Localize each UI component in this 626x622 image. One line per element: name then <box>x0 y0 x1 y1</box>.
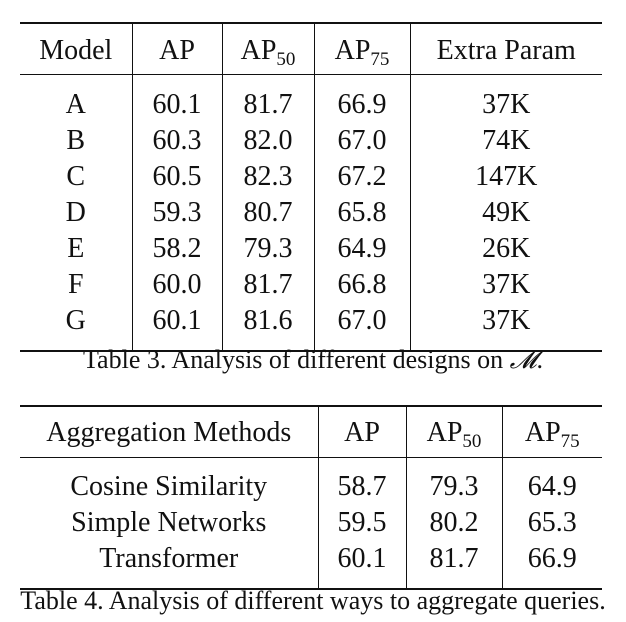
table-row: D 59.3 80.7 65.8 49K <box>20 195 602 231</box>
table-row: Simple Networks 59.5 80.2 65.3 <box>20 505 602 541</box>
header-ap75: AP75 <box>501 406 602 458</box>
table-3-header-row: Model AP AP50 AP75 Extra Param <box>20 23 602 75</box>
cell-ap50: 82.3 <box>221 159 314 195</box>
cell-extra-param: 37K <box>409 267 602 303</box>
table-4-header-row: Aggregation Methods AP AP50 AP75 <box>20 406 602 458</box>
cell-extra-param: 37K <box>409 303 602 351</box>
header-ap75: AP75 <box>313 23 410 75</box>
cell-model: G <box>65 305 86 336</box>
cell-ap50: 79.3 <box>221 231 314 267</box>
cell-ap50: 80.2 <box>405 505 502 541</box>
table-4-caption: Table 4. Analysis of different ways to a… <box>20 586 606 615</box>
table-row: A 60.1 81.7 66.9 37K <box>20 74 602 123</box>
table-row: Cosine Similarity 58.7 79.3 64.9 <box>20 457 602 505</box>
table-4: Aggregation Methods AP AP50 AP75 Cosine … <box>20 405 602 590</box>
cell-ap: 60.1 <box>131 303 222 351</box>
cell-extra-param: 26K <box>409 231 602 267</box>
table-row: Transformer 60.1 81.7 66.9 <box>20 541 602 589</box>
cell-model: C <box>66 161 86 192</box>
table-3: Model AP AP50 AP75 Extra Param A 60.1 81.7… <box>20 22 602 352</box>
cell-ap75: 66.9 <box>313 74 410 123</box>
cell-method: Simple Networks <box>71 507 267 538</box>
cell-ap: 60.0 <box>131 267 222 303</box>
cell-model: B <box>66 125 86 156</box>
header-aggregation-methods: Aggregation Methods <box>20 406 318 458</box>
table-row: G 60.1 81.6 67.0 37K <box>20 303 602 351</box>
table-row: C 60.5 82.3 67.2 147K <box>20 159 602 195</box>
cell-model: D <box>65 197 86 228</box>
cell-ap75: 65.3 <box>501 505 602 541</box>
cell-ap75: 66.9 <box>501 541 602 589</box>
table-row: B 60.3 82.0 67.0 74K <box>20 123 602 159</box>
cell-model: E <box>67 233 85 264</box>
cell-ap75: 65.8 <box>313 195 410 231</box>
cell-ap: 58.2 <box>131 231 222 267</box>
cell-model: A <box>65 89 86 120</box>
cell-ap75: 67.0 <box>313 123 410 159</box>
header-ap50: AP50 <box>405 406 502 458</box>
cell-ap: 60.1 <box>317 541 406 589</box>
header-ap: AP <box>317 406 406 458</box>
cell-ap50: 81.7 <box>405 541 502 589</box>
cell-ap50: 82.0 <box>221 123 314 159</box>
cell-method: Cosine Similarity <box>70 471 268 502</box>
table-row: E 58.2 79.3 64.9 26K <box>20 231 602 267</box>
cell-ap: 60.3 <box>131 123 222 159</box>
cell-ap75: 64.9 <box>313 231 410 267</box>
cell-extra-param: 37K <box>409 74 602 123</box>
table-row: F 60.0 81.7 66.8 37K <box>20 267 602 303</box>
header-ap50: AP50 <box>221 23 314 75</box>
cell-ap50: 79.3 <box>405 457 502 505</box>
header-ap: AP <box>131 23 222 75</box>
cell-model: F <box>67 269 84 300</box>
header-extra-param: Extra Param <box>409 23 602 75</box>
cell-ap50: 81.7 <box>221 267 314 303</box>
header-model: Model <box>20 23 132 75</box>
table-3-caption: Table 3. Analysis of different designs o… <box>82 345 544 374</box>
cell-ap: 59.5 <box>317 505 406 541</box>
cell-ap75: 66.8 <box>313 267 410 303</box>
cell-ap50: 81.7 <box>221 74 314 123</box>
cell-ap: 60.5 <box>131 159 222 195</box>
table-4-body: Cosine Similarity 58.7 79.3 64.9 Simple Netw… <box>20 457 602 589</box>
cell-ap50: 81.6 <box>221 303 314 351</box>
table-3-body: A 60.1 81.7 66.9 37K B 60.3 82.0 67.0 74K C 60.5 82.… <box>20 74 602 351</box>
cell-extra-param: 147K <box>409 159 602 195</box>
cell-ap: 58.7 <box>317 457 406 505</box>
cell-extra-param: 49K <box>409 195 602 231</box>
cell-ap: 59.3 <box>131 195 222 231</box>
cell-ap75: 67.2 <box>313 159 410 195</box>
cell-ap75: 64.9 <box>501 457 602 505</box>
cell-ap: 60.1 <box>131 74 222 123</box>
cell-extra-param: 74K <box>409 123 602 159</box>
cell-ap50: 80.7 <box>221 195 314 231</box>
cell-method: Transformer <box>99 543 239 574</box>
cell-ap75: 67.0 <box>313 303 410 351</box>
